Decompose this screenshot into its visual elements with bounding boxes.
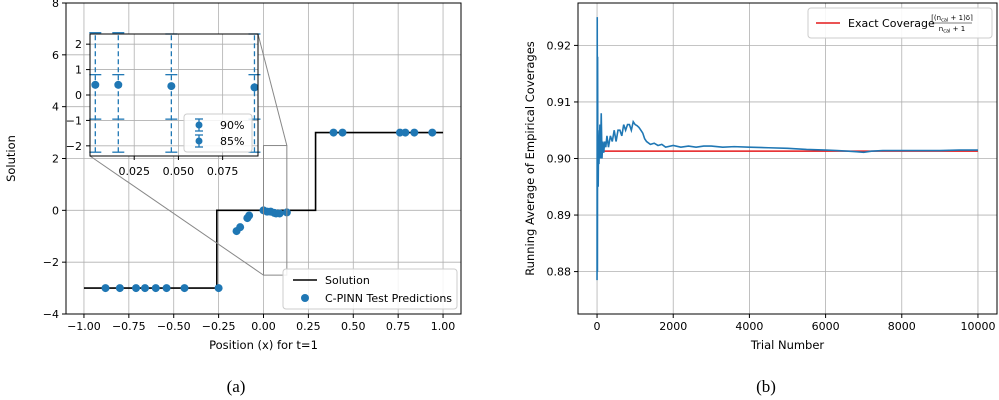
panel-a-chart: −1.00 −0.75 −0.50 −0.25 0.00 0.25 0.50 0.75 1.00… <box>4 0 462 352</box>
y-tick-label: 0.88 <box>547 266 572 279</box>
inset-point <box>91 80 100 89</box>
x-tick-label: −0.75 <box>112 320 146 333</box>
prediction-point <box>101 284 110 293</box>
x-tick-label: 6000 <box>812 320 840 333</box>
y-tick-label: 0 <box>52 204 59 217</box>
prediction-point <box>275 209 284 218</box>
inset-point <box>250 83 259 92</box>
prediction-point <box>338 128 347 137</box>
prediction-point <box>236 223 245 232</box>
y-tick-label: 6 <box>52 49 59 62</box>
inset-x-tick-label: 0.025 <box>118 165 150 178</box>
y-tick-label: 0.90 <box>547 153 572 166</box>
legend-formula-denominator: ncal + 1 <box>939 25 965 35</box>
x-tick-label: 0.00 <box>251 320 276 333</box>
inset-y-tick-label: −1 <box>66 114 82 127</box>
y-tick-label: −4 <box>43 308 59 321</box>
x-tick-label: 4000 <box>735 320 763 333</box>
y-tick-label: 0.92 <box>547 39 572 52</box>
legend-solution-label: Solution <box>325 274 370 287</box>
y-tick-label: −2 <box>43 256 59 269</box>
panel-b-caption: (b) <box>756 377 776 396</box>
inset-x-tick-label: 0.075 <box>207 165 239 178</box>
legend-formula-numerator: ⌈(ncal + 1)δ⌉ <box>931 14 973 24</box>
prediction-point <box>410 128 419 137</box>
prediction-point <box>151 284 160 293</box>
legend-exact-label: Exact Coverage <box>848 17 935 30</box>
panel-b-chart: 0 2000 4000 6000 8000 10000 0.88 0.89 0.90 0.91 0.… <box>523 2 998 352</box>
prediction-point <box>141 284 149 293</box>
y-tick-label: 0.91 <box>547 96 572 109</box>
inset-legend-marker <box>195 121 203 129</box>
legend-prediction-label: C-PINN Test Predictions <box>325 292 452 305</box>
x-tick-label: −0.50 <box>157 320 191 333</box>
legend-prediction-marker <box>301 294 309 302</box>
legend <box>807 7 993 39</box>
x-tick-label: 8000 <box>888 320 916 333</box>
x-tick-label: 2000 <box>659 320 687 333</box>
inset-y-tick-label: −2 <box>66 140 82 153</box>
x-axis-label: Position (x) for t=1 <box>209 338 318 352</box>
panel-a-caption: (a) <box>227 377 246 396</box>
x-tick-label: 1.00 <box>431 320 456 333</box>
y-tick-label: 2 <box>52 153 59 166</box>
zoom-connector <box>257 33 288 146</box>
inset-legend-label: 90% <box>220 119 244 132</box>
inset-legend-label: 85% <box>220 135 244 148</box>
y-tick-label: 4 <box>52 101 59 114</box>
x-tick-label: 0.25 <box>296 320 321 333</box>
y-tick-label: 0.89 <box>547 209 572 222</box>
prediction-point <box>214 284 223 293</box>
prediction-point <box>180 284 189 293</box>
x-tick-label: 10000 <box>960 320 995 333</box>
running-average-line <box>596 17 978 281</box>
prediction-point <box>132 284 141 293</box>
legend <box>282 268 458 310</box>
y-axis-label: Solution <box>4 135 18 182</box>
inset-y-tick-label: 0 <box>75 89 82 102</box>
zoom-region-box <box>263 145 288 276</box>
prediction-point <box>245 211 254 220</box>
x-tick-label: 0 <box>594 320 601 333</box>
prediction-point <box>428 128 437 137</box>
y-tick-label: 8 <box>52 0 59 10</box>
prediction-point <box>162 284 171 293</box>
inset-x-tick-label: 0.050 <box>163 165 195 178</box>
y-axis-label: Running Average of Empirical Coverages <box>523 41 537 276</box>
x-tick-label: 0.75 <box>386 320 411 333</box>
x-tick-label: −0.25 <box>202 320 236 333</box>
inset-point <box>114 80 123 89</box>
prediction-point <box>401 128 410 137</box>
inset-point <box>167 82 176 91</box>
prediction-point <box>115 284 124 293</box>
x-axis-label: Trial Number <box>750 338 825 352</box>
inset-legend-marker <box>195 137 203 145</box>
inset-y-tick-label: 1 <box>75 64 82 77</box>
x-tick-label: −1.00 <box>67 320 101 333</box>
x-tick-label: 0.50 <box>341 320 366 333</box>
zoom-connector <box>89 155 264 276</box>
inset-y-tick-label: 2 <box>75 38 82 51</box>
prediction-point <box>329 128 338 137</box>
